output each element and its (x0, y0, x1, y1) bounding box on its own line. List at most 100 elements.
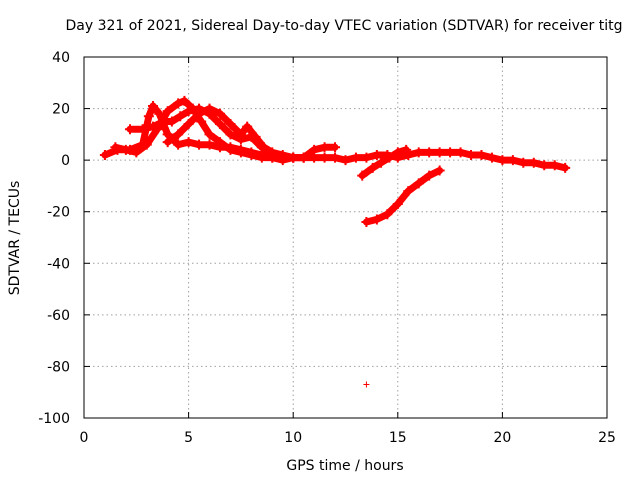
data-point (497, 155, 508, 166)
x-tick-label: 20 (493, 430, 511, 446)
data-point (350, 152, 361, 163)
data-point (204, 139, 215, 150)
data-point (183, 106, 194, 117)
x-tick-label: 10 (284, 430, 302, 446)
data-point (413, 147, 424, 158)
data-point (361, 152, 372, 163)
data-point (384, 152, 395, 163)
grid-lines (84, 57, 607, 418)
data-point (179, 95, 190, 106)
data-point (507, 155, 518, 166)
data-point (361, 217, 372, 228)
data-point (194, 139, 205, 150)
data-point (166, 116, 177, 127)
data-point (539, 160, 550, 171)
x-tick-label: 25 (598, 430, 616, 446)
data-point (204, 103, 215, 114)
data-point (143, 111, 154, 122)
data-point (256, 152, 267, 163)
x-axis-label: GPS time / hours (286, 458, 403, 474)
data-point (235, 129, 246, 140)
data-point (183, 137, 194, 148)
data-marks (99, 95, 571, 388)
y-tick-labels: -100 -80 -60 -40 -20 0 20 40 (38, 50, 70, 427)
data-point (162, 106, 173, 117)
data-point (403, 186, 414, 197)
data-point (137, 124, 148, 135)
series-outlier (363, 381, 370, 388)
data-point (357, 170, 368, 181)
data-point (214, 119, 225, 130)
data-point (434, 147, 445, 158)
y-tick-label: 0 (61, 153, 70, 169)
data-point (401, 144, 412, 155)
data-point (392, 198, 403, 209)
data-point (319, 152, 330, 163)
data-point (424, 147, 435, 158)
data-point (371, 214, 382, 225)
data-point (363, 381, 370, 388)
axis-ticks (83, 56, 608, 419)
data-point (277, 149, 288, 160)
data-point (141, 139, 152, 150)
data-point (173, 98, 184, 109)
y-tick-label: 40 (52, 50, 70, 66)
data-point (214, 137, 225, 148)
data-point (340, 155, 351, 166)
data-point (131, 147, 142, 158)
data-point (235, 147, 246, 158)
x-tick-labels: 0 5 10 15 20 25 (80, 430, 616, 446)
data-point (371, 149, 382, 160)
data-point (288, 152, 299, 163)
data-point (250, 131, 261, 142)
y-tick-label: 20 (52, 102, 70, 118)
y-tick-label: -100 (38, 411, 70, 427)
data-point (392, 147, 403, 158)
data-point (214, 108, 225, 119)
data-point (413, 178, 424, 189)
data-point (560, 162, 571, 173)
data-point (246, 149, 257, 160)
data-point (225, 129, 236, 140)
data-point (445, 147, 456, 158)
data-point (267, 147, 278, 158)
data-point (309, 144, 320, 155)
data-point (258, 142, 269, 153)
data-point (175, 111, 186, 122)
series-track-e (357, 144, 412, 181)
data-point (434, 165, 445, 176)
chart-title: Day 321 of 2021, Sidereal Day-to-day VTE… (66, 18, 623, 34)
y-tick-label: -80 (47, 359, 70, 375)
data-point (424, 170, 435, 181)
data-point (330, 142, 341, 153)
data-point (225, 144, 236, 155)
data-point (382, 209, 393, 220)
data-point (183, 119, 194, 130)
y-axis-label: SDTVAR / TECUs (7, 181, 23, 296)
data-point (196, 116, 207, 127)
data-point (110, 142, 121, 153)
data-point (486, 152, 497, 163)
data-point (173, 139, 184, 150)
data-point (148, 100, 159, 111)
data-point (528, 157, 539, 168)
x-tick-label: 0 (80, 430, 89, 446)
data-point (319, 142, 330, 153)
data-point (204, 129, 215, 140)
data-point (120, 144, 131, 155)
data-point (466, 149, 477, 160)
data-point (162, 137, 173, 148)
y-tick-label: -60 (47, 308, 70, 324)
x-tick-label: 15 (389, 430, 407, 446)
data-point (298, 152, 309, 163)
data-point (173, 129, 184, 140)
series-track-f (361, 165, 445, 228)
x-tick-label: 5 (184, 430, 193, 446)
plot-frame (83, 56, 608, 419)
data-point (476, 149, 487, 160)
data-point (376, 157, 387, 168)
data-point (518, 157, 529, 168)
y-tick-label: -20 (47, 205, 70, 221)
data-point (242, 121, 253, 132)
